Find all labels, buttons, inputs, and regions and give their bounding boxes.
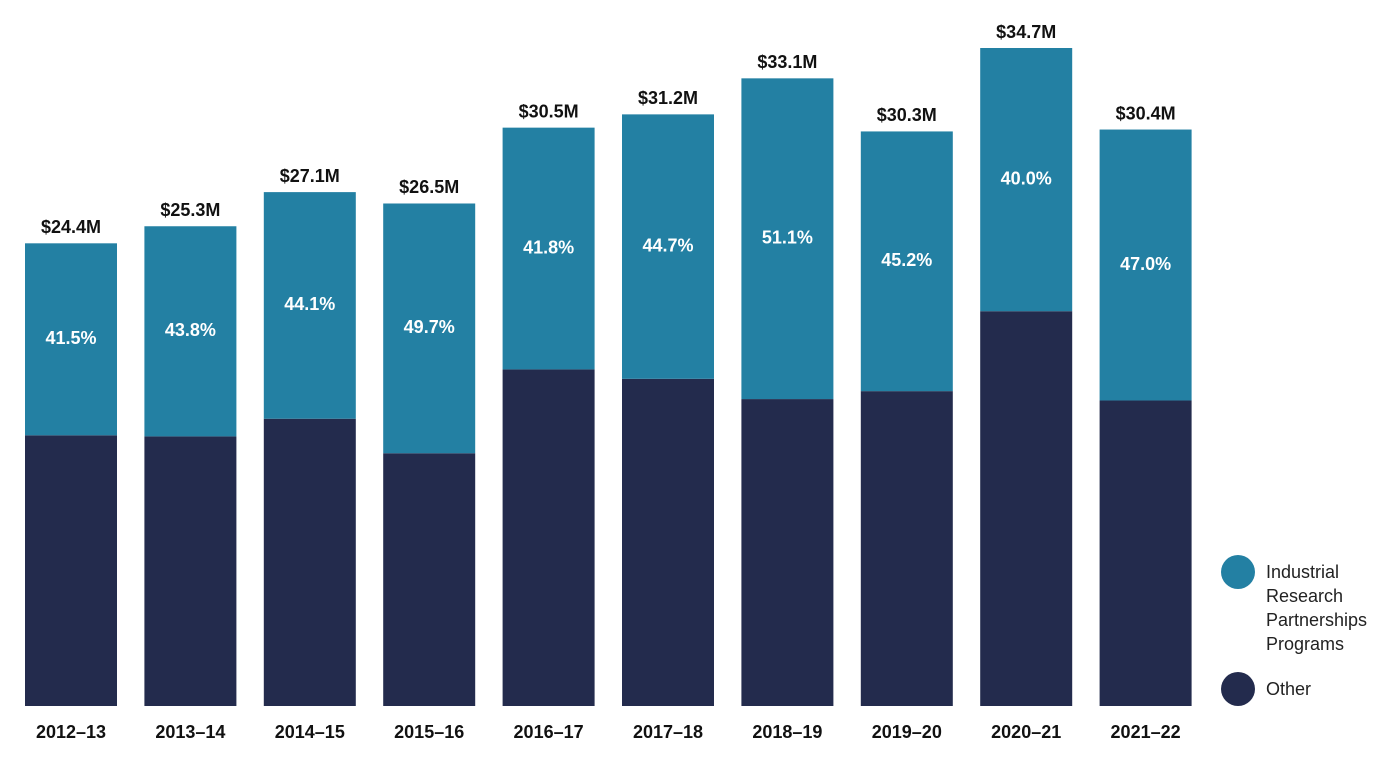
total-label: $30.5M — [519, 101, 579, 121]
bar-segment — [980, 311, 1073, 706]
value-label: 47.0% — [1120, 254, 1171, 274]
bar-segment — [25, 243, 117, 436]
value-label: 45.2% — [881, 250, 932, 270]
bar-segment — [383, 203, 476, 454]
bar-segment — [741, 399, 834, 706]
total-label: $30.4M — [1116, 103, 1176, 123]
bar-segment — [502, 127, 595, 370]
x-tick-label: 2013–14 — [155, 722, 225, 742]
total-label: $24.4M — [41, 217, 101, 237]
x-tick-label: 2016–17 — [514, 722, 584, 742]
bar-segment — [1099, 129, 1192, 401]
value-label: 49.7% — [404, 317, 455, 337]
bar-segment — [1099, 400, 1192, 706]
total-label: $30.3M — [877, 105, 937, 125]
total-label: $33.1M — [757, 52, 817, 72]
value-label: 44.7% — [642, 235, 693, 255]
x-tick-label: 2014–15 — [275, 722, 345, 742]
bar-segment — [502, 369, 595, 706]
value-label: 51.1% — [762, 227, 813, 247]
value-label: 40.0% — [1001, 168, 1052, 188]
bar-segment — [263, 418, 356, 706]
bar-segment — [980, 48, 1073, 312]
x-tick-label: 2012–13 — [36, 722, 106, 742]
x-tick-label: 2021–22 — [1111, 722, 1181, 742]
x-tick-label: 2019–20 — [872, 722, 942, 742]
value-label: 41.8% — [523, 237, 574, 257]
bar-segment — [263, 192, 356, 419]
total-label: $27.1M — [280, 166, 340, 186]
x-tick-label: 2015–16 — [394, 722, 464, 742]
bar-segment — [860, 391, 953, 706]
x-tick-label: 2018–19 — [752, 722, 822, 742]
x-tick-label: 2020–21 — [991, 722, 1061, 742]
value-label: 43.8% — [165, 320, 216, 340]
bar-segment — [860, 131, 953, 392]
bar-segment — [144, 226, 237, 437]
bar-segment — [622, 378, 714, 706]
bar-segment — [144, 436, 237, 706]
legend-label: Industrial Research Partnerships Program… — [1266, 562, 1368, 654]
bar-segment — [383, 453, 476, 706]
value-label: 44.1% — [284, 294, 335, 314]
legend-swatch — [1221, 555, 1255, 589]
total-label: $26.5M — [399, 177, 459, 197]
bar-segment — [25, 435, 117, 706]
x-tick-label: 2017–18 — [633, 722, 703, 742]
bar-segment — [622, 114, 714, 379]
total-label: $31.2M — [638, 88, 698, 108]
value-label: 41.5% — [45, 328, 96, 348]
legend-swatch — [1221, 672, 1255, 706]
total-label: $34.7M — [996, 22, 1056, 42]
legend-label: Other — [1266, 679, 1312, 699]
bar-segment — [741, 78, 834, 400]
total-label: $25.3M — [160, 200, 220, 220]
